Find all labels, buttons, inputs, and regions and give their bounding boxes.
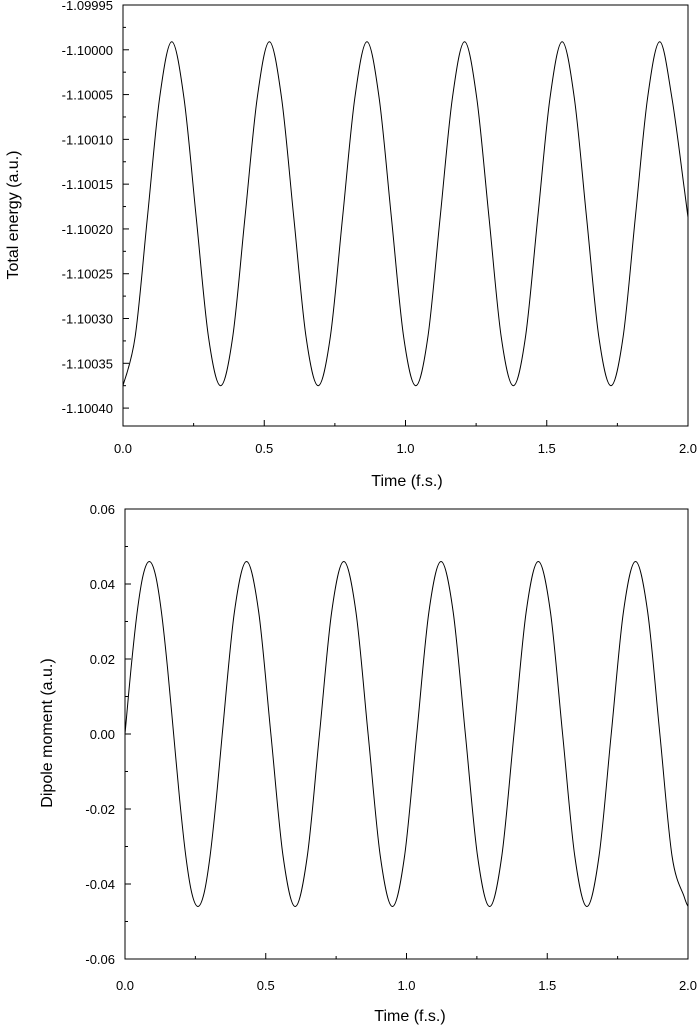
y-tick-label: -1.10025 [62,267,113,282]
dipole-chart: 0.06 0.04 0.02 0.00 -0.02 -0.04 -0.06 0.0 0.5 1.… [39,502,697,1025]
x-tick-label: 1.5 [538,441,556,456]
x-tick-label: 2.0 [679,978,697,993]
y-tick-label: -0.06 [85,952,115,967]
dipole-x-axis-label: Time (f.s.) [374,1008,445,1025]
x-tick-label: 1.0 [397,978,415,993]
y-tick-label: -1.10035 [62,356,113,371]
y-tick-label: -1.10030 [62,312,113,327]
x-tick-label: 0.5 [255,441,273,456]
energy-y-axis: -1.09995 -1.10000 -1.10005 -1.10010 -1.10015… [62,0,129,416]
energy-y-axis-label: Total energy (a.u.) [5,151,22,280]
dipole-y-axis: 0.06 0.04 0.02 0.00 -0.02 -0.04 -0.06 [85,502,131,967]
x-tick-label: 0.0 [114,441,132,456]
energy-x-axis: 0.0 0.5 1.0 1.5 2.0 [114,420,697,456]
y-tick-label: 0.06 [90,502,115,517]
x-tick-label: 0.0 [116,978,134,993]
y-tick-label: 0.04 [90,577,115,592]
energy-series-line [122,41,689,387]
energy-chart: -1.09995 -1.10000 -1.10005 -1.10010 -1.10015… [5,0,697,490]
y-tick-label: -1.10000 [62,43,113,58]
y-tick-label: 0.02 [90,652,115,667]
energy-x-axis-label: Time (f.s.) [371,473,442,490]
dipole-series-line [124,560,689,908]
x-tick-label: 1.0 [396,441,414,456]
y-tick-label: -1.10005 [62,88,113,103]
y-tick-label: -1.10020 [62,222,113,237]
x-tick-label: 2.0 [679,441,697,456]
y-tick-label: -0.02 [85,802,115,817]
dipole-x-axis: 0.0 0.5 1.0 1.5 2.0 [116,953,697,993]
x-tick-label: 1.5 [538,978,556,993]
y-tick-label: -0.04 [85,877,115,892]
x-tick-label: 0.5 [257,978,275,993]
y-tick-label: -1.10015 [62,177,113,192]
y-tick-label: -1.10040 [62,401,113,416]
y-tick-label: -1.10010 [62,132,113,147]
dipole-y-axis-label: Dipole moment (a.u.) [39,658,56,807]
y-tick-label: 0.00 [90,727,115,742]
y-tick-label: -1.09995 [62,0,113,13]
dipole-plot-frame [124,508,689,960]
